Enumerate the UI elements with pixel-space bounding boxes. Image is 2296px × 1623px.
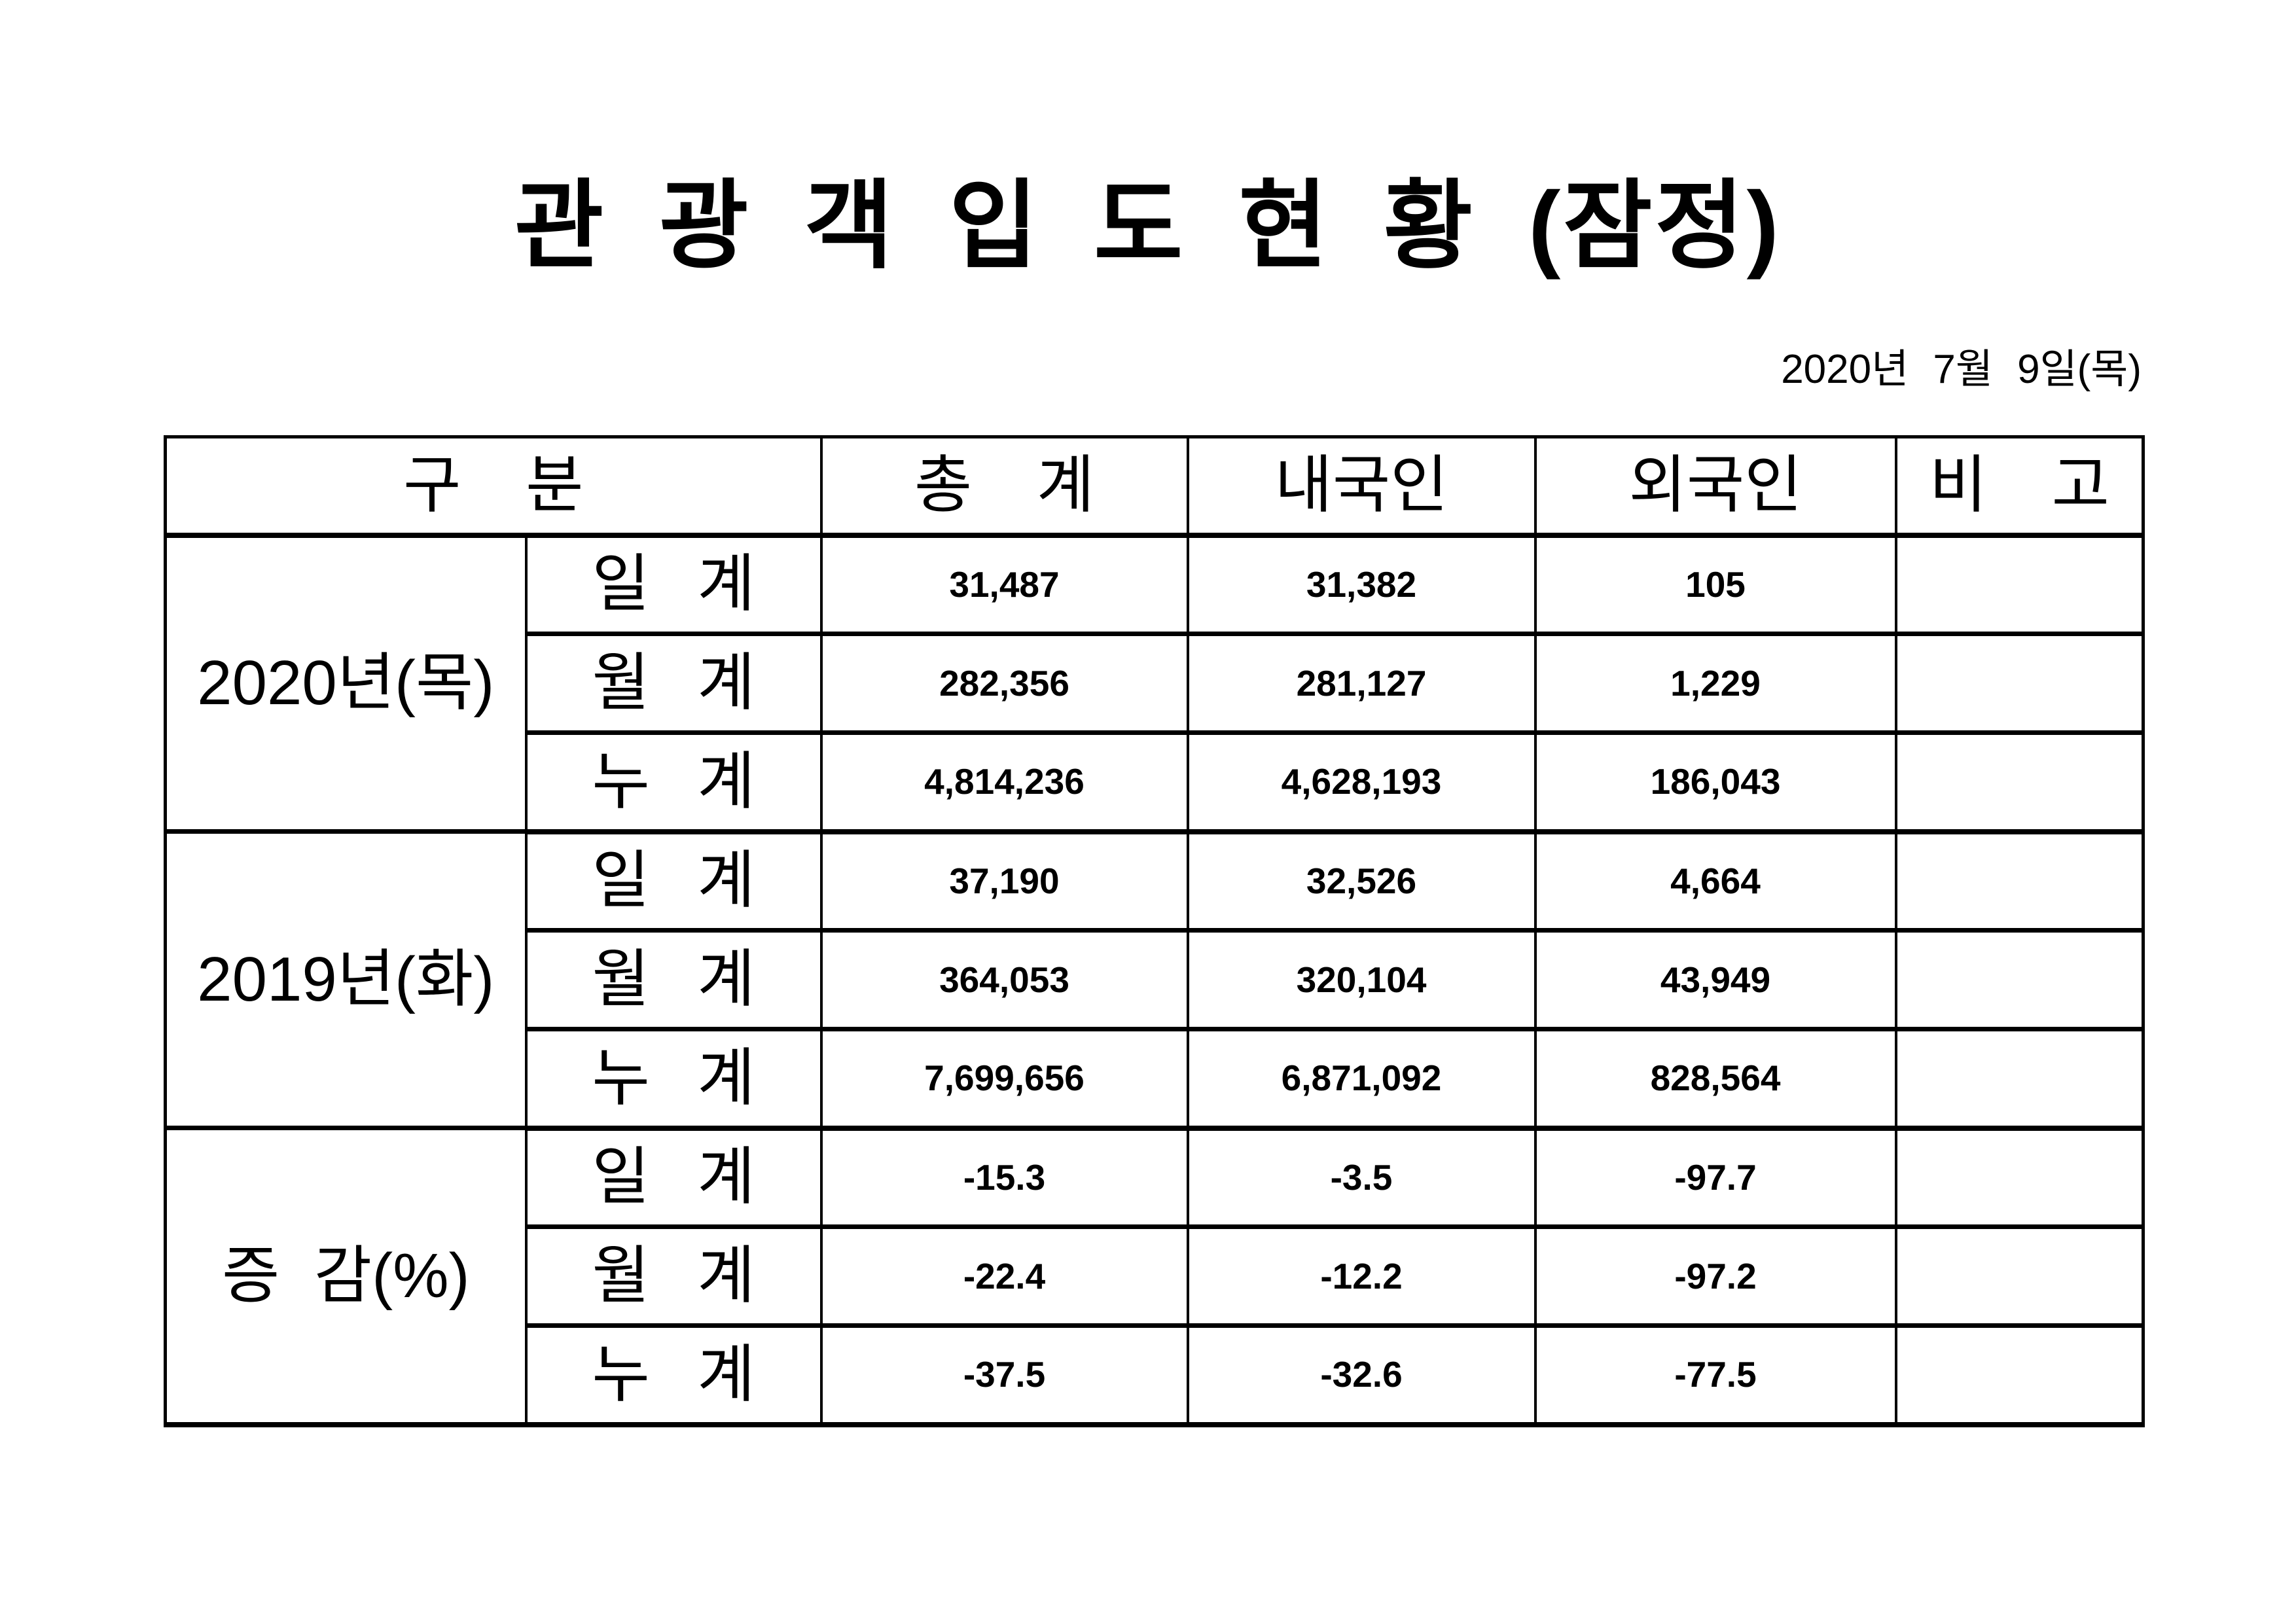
report-date: 2020년 7월 9일(목) bbox=[1781, 347, 2142, 392]
row-sub-label: 일 계 bbox=[524, 1126, 823, 1229]
row-sub-label: 월 계 bbox=[524, 1224, 823, 1328]
cell-domestic: -12.2 bbox=[1186, 1224, 1537, 1328]
cell-domestic: 32,526 bbox=[1186, 829, 1537, 933]
cell-note bbox=[1894, 928, 2145, 1031]
cell-domestic: 31,382 bbox=[1186, 533, 1537, 636]
table-row: 누 계 7,699,656 6,871,092 828,564 bbox=[166, 1027, 2145, 1131]
cell-foreign: -97.2 bbox=[1534, 1224, 1897, 1328]
table-row: 누 계 4,814,236 4,628,193 186,043 bbox=[166, 730, 2145, 834]
cell-domestic: 320,104 bbox=[1186, 928, 1537, 1031]
table-row: 2020년(목) 일 계 31,487 31,382 105 bbox=[164, 533, 2145, 834]
cell-domestic: 281,127 bbox=[1186, 632, 1537, 735]
cell-total: -22.4 bbox=[819, 1224, 1189, 1328]
cell-total: 37,190 bbox=[819, 829, 1189, 933]
cell-note bbox=[1894, 1224, 2145, 1328]
cell-domestic: 6,871,092 bbox=[1186, 1027, 1537, 1131]
cell-total: -37.5 bbox=[819, 1323, 1189, 1427]
header-row: 구 분 총 계 내국인 외국인 비 고 bbox=[164, 435, 2145, 538]
row-sub-label: 누 계 bbox=[524, 1027, 823, 1131]
col-header-note: 비 고 bbox=[1894, 435, 2145, 538]
cell-foreign: 186,043 bbox=[1534, 730, 1897, 834]
cell-total: 364,053 bbox=[819, 928, 1189, 1031]
cell-note bbox=[1894, 1323, 2145, 1427]
row-group-label-2019: 2019년(화) bbox=[164, 829, 528, 1130]
cell-foreign: -77.5 bbox=[1534, 1323, 1897, 1427]
cell-note bbox=[1894, 533, 2145, 636]
cell-foreign: 1,229 bbox=[1534, 632, 1897, 735]
row-sub-label: 일 계 bbox=[524, 533, 823, 636]
cell-total: 282,356 bbox=[819, 632, 1189, 735]
cell-domestic: 4,628,193 bbox=[1186, 730, 1537, 834]
tourist-stats-table: 구 분 총 계 내국인 외국인 비 고 2020년(목) 일 계 31,487 … bbox=[164, 435, 2145, 1427]
cell-foreign: -97.7 bbox=[1534, 1126, 1897, 1229]
col-header-total: 총 계 bbox=[819, 435, 1189, 538]
row-group-label-2020: 2020년(목) bbox=[164, 533, 528, 834]
cell-foreign: 43,949 bbox=[1534, 928, 1897, 1031]
cell-foreign: 4,664 bbox=[1534, 829, 1897, 933]
page-title: 관 광 객 입 도 현 황 (잠정) bbox=[514, 172, 1782, 280]
cell-foreign: 105 bbox=[1534, 533, 1897, 636]
cell-note bbox=[1894, 632, 2145, 735]
row-sub-label: 누 계 bbox=[524, 1323, 823, 1427]
row-group-label-change: 증 감(%) bbox=[164, 1126, 528, 1427]
cell-total: -15.3 bbox=[819, 1126, 1189, 1229]
col-header-foreign: 외국인 bbox=[1534, 435, 1897, 538]
cell-domestic: -3.5 bbox=[1186, 1126, 1537, 1229]
col-header-category: 구 분 bbox=[164, 435, 823, 538]
col-header-domestic: 내국인 bbox=[1186, 435, 1537, 538]
row-sub-label: 월 계 bbox=[524, 632, 823, 735]
cell-note bbox=[1894, 730, 2145, 834]
row-sub-label: 월 계 bbox=[524, 928, 823, 1031]
cell-foreign: 828,564 bbox=[1534, 1027, 1897, 1131]
table-row: 월 계 -22.4 -12.2 -97.2 bbox=[166, 1224, 2145, 1328]
cell-domestic: -32.6 bbox=[1186, 1323, 1537, 1427]
cell-total: 31,487 bbox=[819, 533, 1189, 636]
row-sub-label: 일 계 bbox=[524, 829, 823, 933]
table-row: 증 감(%) 일 계 -15.3 -3.5 -97.7 bbox=[164, 1126, 2145, 1427]
table-row: 월 계 364,053 320,104 43,949 bbox=[166, 928, 2145, 1031]
row-sub-label: 누 계 bbox=[524, 730, 823, 834]
table-row: 월 계 282,356 281,127 1,229 bbox=[166, 632, 2145, 735]
cell-total: 7,699,656 bbox=[819, 1027, 1189, 1131]
cell-note bbox=[1894, 1027, 2145, 1131]
cell-note bbox=[1894, 1126, 2145, 1229]
table-row: 2019년(화) 일 계 37,190 32,526 4,664 bbox=[164, 829, 2145, 1130]
table-row: 누 계 -37.5 -32.6 -77.5 bbox=[166, 1323, 2145, 1427]
cell-note bbox=[1894, 829, 2145, 933]
cell-total: 4,814,236 bbox=[819, 730, 1189, 834]
